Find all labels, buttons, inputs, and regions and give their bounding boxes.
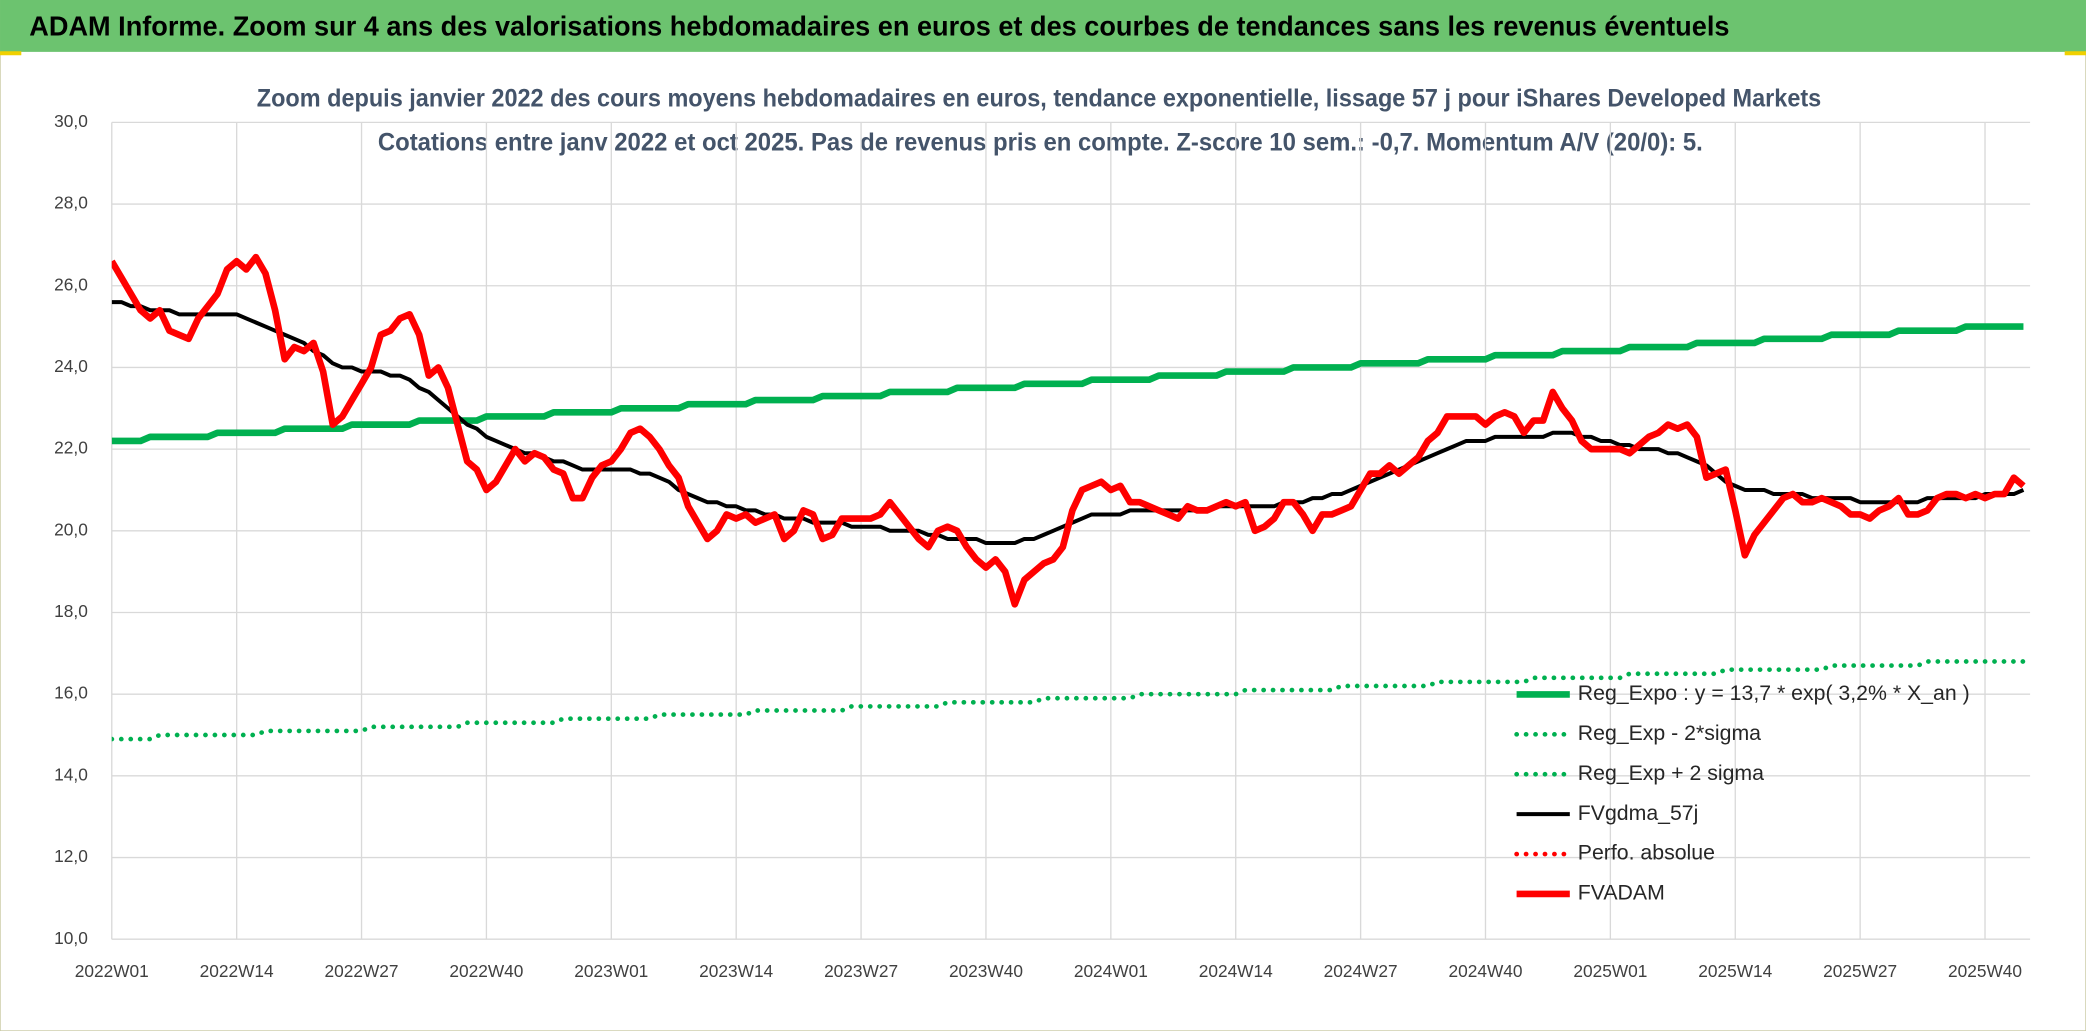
legend: Reg_Expo : y = 13,7 * exp( 3,2% * X_an )… bbox=[1514, 681, 1970, 905]
legend-label: FVADAM bbox=[1578, 881, 1665, 905]
x-tick-label: 2022W14 bbox=[200, 961, 274, 981]
y-tick-label: 24,0 bbox=[54, 356, 88, 376]
grid: 10,0 12,0 14,0 16,0 18,0 20,0 22,0 24,0 26,0 28,0… bbox=[54, 111, 2031, 981]
x-tick-label: 2023W14 bbox=[699, 961, 773, 981]
x-tick-label: 2025W27 bbox=[1823, 961, 1897, 981]
legend-label: FVgdma_57j bbox=[1578, 801, 1699, 825]
plot-area bbox=[111, 253, 2026, 742]
y-tick-label: 18,0 bbox=[54, 601, 88, 621]
x-tick-label: 2024W14 bbox=[1199, 961, 1273, 981]
chart-subtitle: Zoom depuis janvier 2022 des cours moyen… bbox=[257, 84, 1821, 112]
x-tick-label: 2023W01 bbox=[574, 961, 648, 981]
y-tick-label: 30,0 bbox=[54, 111, 88, 131]
y-tick-label: 28,0 bbox=[54, 193, 88, 213]
x-tick-label: 2024W27 bbox=[1324, 961, 1398, 981]
series-line bbox=[111, 253, 2026, 608]
x-tick-label: 2025W14 bbox=[1698, 961, 1772, 981]
x-tick-label: 2023W27 bbox=[824, 961, 898, 981]
y-tick-label: 22,0 bbox=[54, 438, 88, 458]
legend-label: Reg_Exp + 2 sigma bbox=[1578, 761, 1764, 785]
series-line bbox=[111, 659, 2026, 742]
x-tick-label: 2025W01 bbox=[1573, 961, 1647, 981]
y-tick-label: 16,0 bbox=[54, 683, 88, 703]
x-tick-label: 2025W40 bbox=[1948, 961, 2022, 981]
header-bar bbox=[0, 0, 2086, 52]
x-tick-label: 2024W01 bbox=[1074, 961, 1148, 981]
x-tick-label: 2022W40 bbox=[449, 961, 523, 981]
y-tick-label: 12,0 bbox=[54, 846, 88, 866]
legend-label: Reg_Expo : y = 13,7 * exp( 3,2% * X_an ) bbox=[1578, 681, 1970, 705]
legend-label: Perfo. absolue bbox=[1578, 841, 1715, 865]
y-tick-label: 10,0 bbox=[54, 928, 88, 948]
legend-label: Reg_Exp - 2*sigma bbox=[1578, 721, 1761, 745]
x-tick-label: 2022W27 bbox=[325, 961, 399, 981]
y-tick-label: 26,0 bbox=[54, 274, 88, 294]
chart-subtitle: Cotations entre janv 2022 et oct 2025. P… bbox=[378, 128, 1703, 156]
x-tick-label: 2022W01 bbox=[75, 961, 149, 981]
x-tick-label: 2023W40 bbox=[949, 961, 1023, 981]
y-tick-label: 14,0 bbox=[54, 764, 88, 784]
x-tick-label: 2024W40 bbox=[1448, 961, 1522, 981]
chart-title: ADAM Informe. Zoom sur 4 ans des valoris… bbox=[29, 10, 1729, 41]
series-line bbox=[111, 323, 2024, 445]
y-tick-label: 20,0 bbox=[54, 519, 88, 539]
